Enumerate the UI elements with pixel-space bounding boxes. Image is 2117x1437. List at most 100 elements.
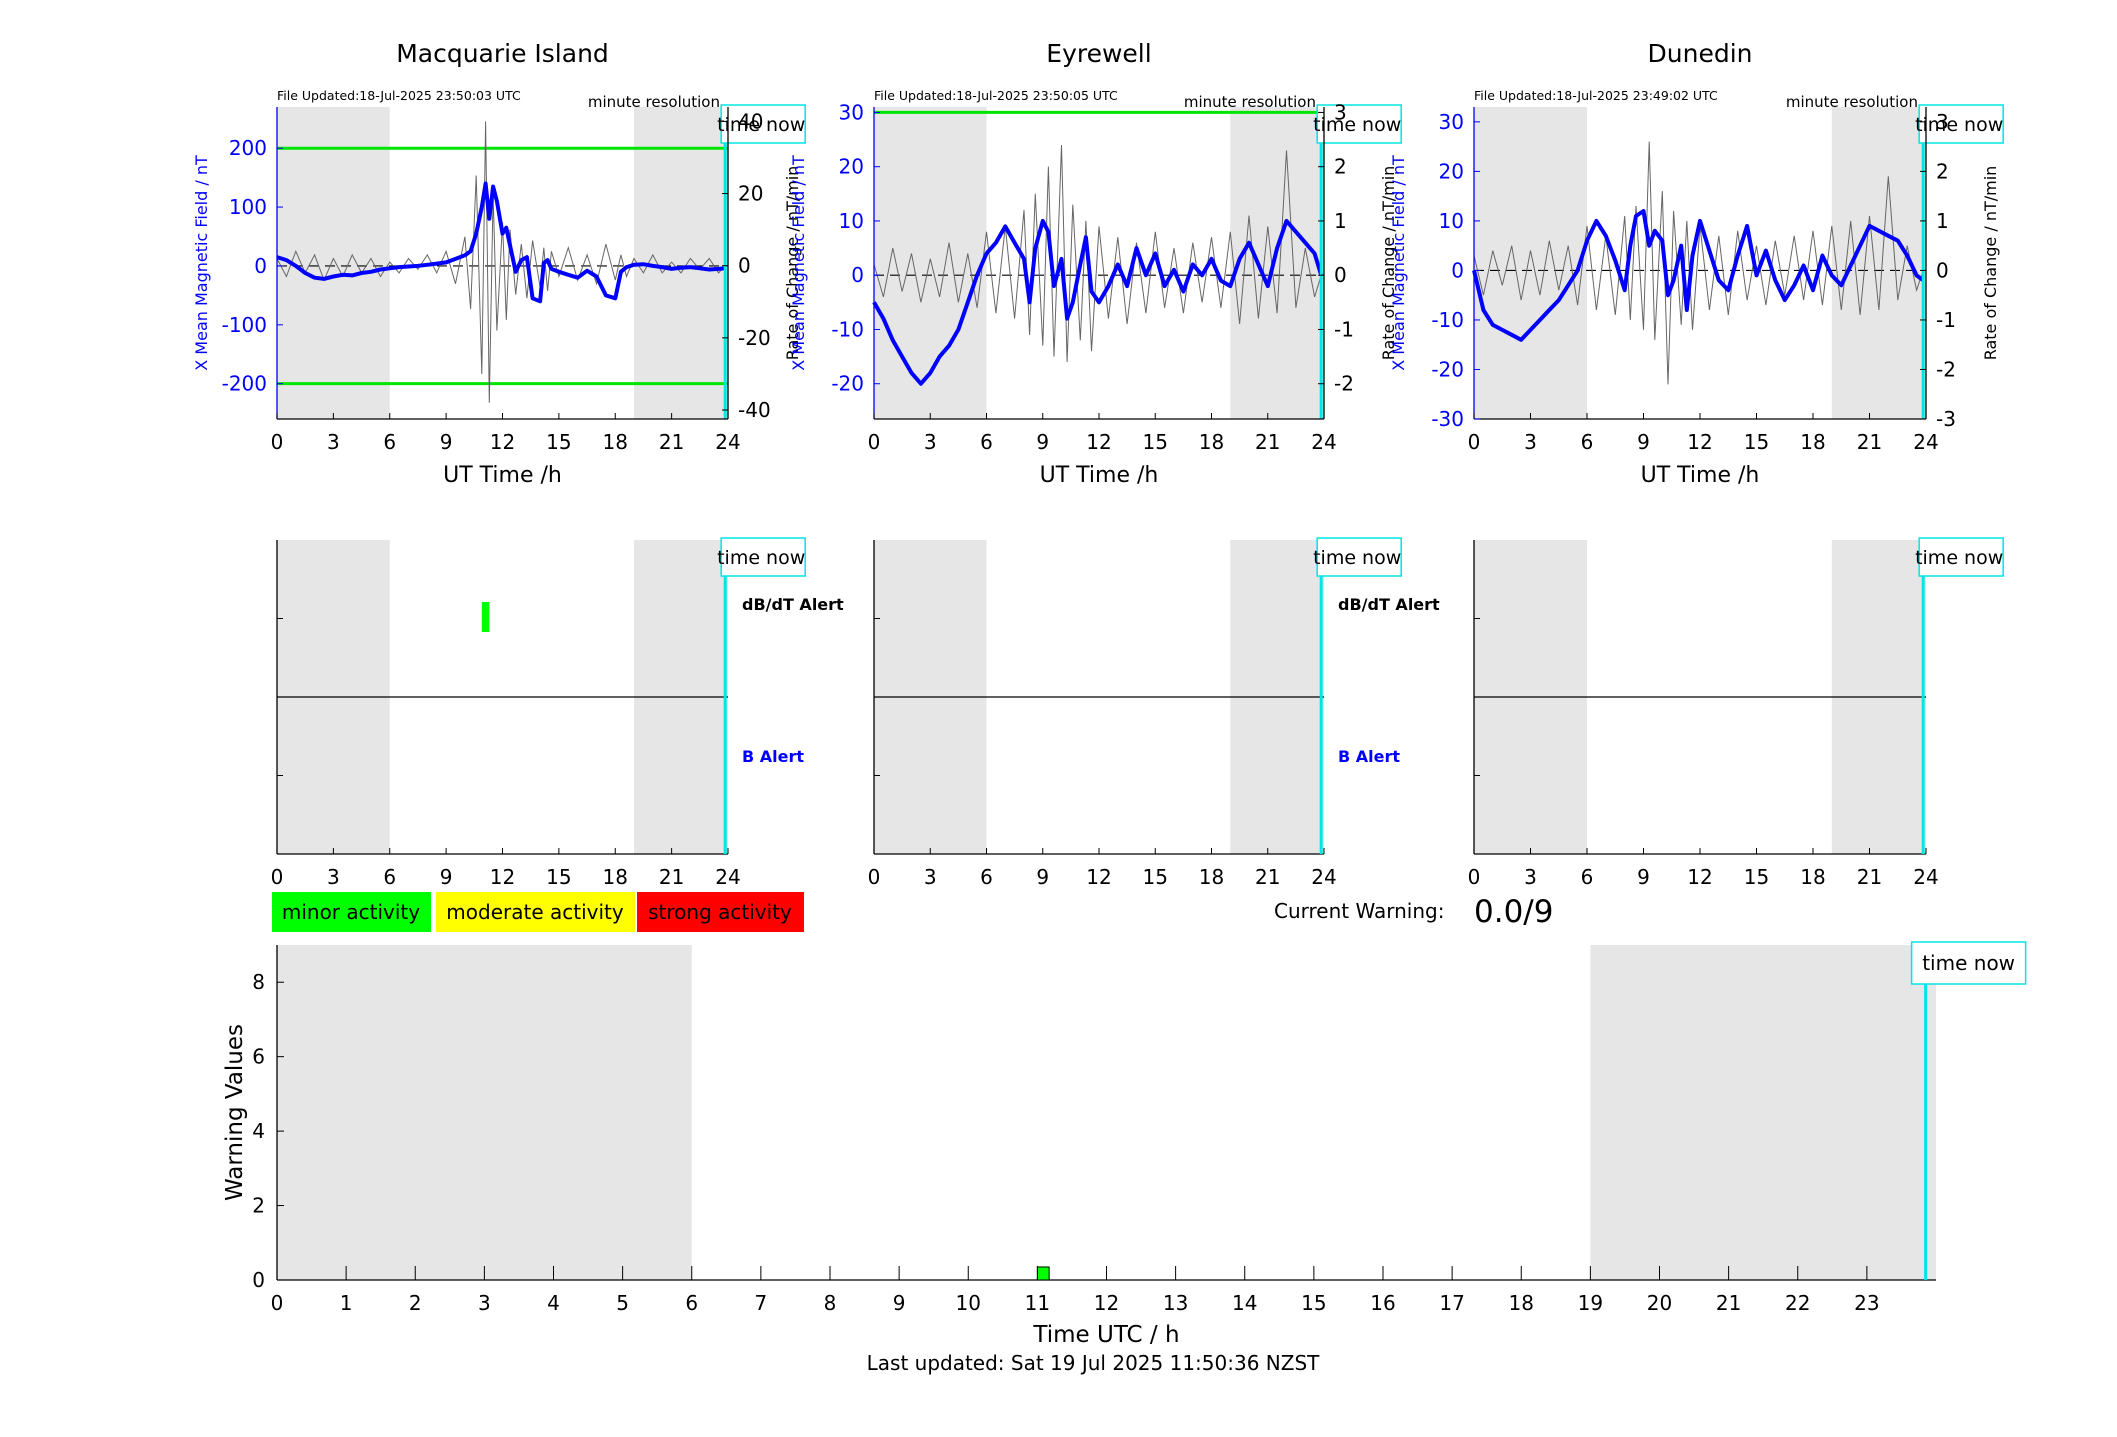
legend-strong-label: strong activity xyxy=(648,900,792,924)
x-tick-label: 0 xyxy=(868,430,881,454)
time-now-box xyxy=(1910,941,2027,985)
y-axis-title-right: Rate of Change / nT/min xyxy=(783,166,802,361)
x-tick-label: 21 xyxy=(1716,1291,1741,1315)
time-now-box xyxy=(1316,104,1402,144)
x-tick-label: 17 xyxy=(1439,1291,1464,1315)
x-tick-label: 0 xyxy=(271,865,284,889)
station-panel-2: Dunedin File Updated:18-Jul-2025 23:49:02… xyxy=(1389,39,2004,488)
y-axis-title-left: X Mean Magnetic Field / nT xyxy=(192,155,211,371)
x-tick-label: 4 xyxy=(547,1291,560,1315)
mean-field-line xyxy=(1472,209,1925,342)
file-updated-label: File Updated:18-Jul-2025 23:50:03 UTC xyxy=(277,88,521,103)
y-tick-label: 2 xyxy=(252,1194,265,1218)
x-tick-label: 13 xyxy=(1163,1291,1188,1315)
x-tick-label: 21 xyxy=(1857,430,1882,454)
y-tick-label-right: -20 xyxy=(738,326,771,350)
alert-panel-2: time now 0 3 6 9 12 15 18 21 24 xyxy=(1468,537,2004,889)
station-title: Macquarie Island xyxy=(396,39,609,68)
x-tick-label: 15 xyxy=(1744,430,1769,454)
y-tick-label-left: 100 xyxy=(229,195,267,219)
legend-minor-label: minor activity xyxy=(282,900,420,924)
x-tick-label: 9 xyxy=(1637,430,1650,454)
x-tick-label: 6 xyxy=(1581,430,1594,454)
y-tick-label-left: 20 xyxy=(839,155,864,179)
y-tick-label-right: -2 xyxy=(1334,372,1354,396)
b-alert-label: B Alert xyxy=(742,747,804,766)
time-now-label: time now xyxy=(1313,114,1401,136)
x-tick-label: 18 xyxy=(1199,865,1224,889)
station-panel-0: Macquarie Island File Updated:18-Jul-2025… xyxy=(192,39,806,488)
x-tick-label: 8 xyxy=(824,1291,837,1315)
night-shading xyxy=(1590,945,1936,1280)
x-tick-label: 6 xyxy=(383,865,396,889)
x-tick-label: 21 xyxy=(1255,430,1280,454)
x-tick-label: 18 xyxy=(603,430,628,454)
time-now-box xyxy=(1316,537,1402,577)
y-axis-title: Warning Values xyxy=(222,1024,248,1201)
alert-panel-1: time now dB/dT Alert B Alert 0 3 6 9 12 15 18 21 24 xyxy=(868,537,1440,889)
x-tick-label: 0 xyxy=(271,430,284,454)
station-title: Dunedin xyxy=(1648,39,1753,68)
last-updated-label: Last updated: Sat 19 Jul 2025 11:50:36 N… xyxy=(867,1351,1321,1375)
x-tick-label: 20 xyxy=(1647,1291,1672,1315)
x-tick-label: 12 xyxy=(1687,430,1712,454)
y-axis-title-left: X Mean Magnetic Field / nT xyxy=(1389,155,1408,371)
x-tick-label: 7 xyxy=(755,1291,768,1315)
time-now-box xyxy=(1918,537,2004,577)
x-tick-label: 24 xyxy=(715,430,740,454)
y-tick-label-left: 10 xyxy=(1439,209,1464,233)
y-tick-label: 8 xyxy=(252,970,265,994)
x-tick-label: 18 xyxy=(1199,430,1224,454)
legend-moderate-label: moderate activity xyxy=(446,900,624,924)
x-tick-label: 5 xyxy=(616,1291,629,1315)
x-tick-label: 6 xyxy=(1581,865,1594,889)
x-tick-label: 9 xyxy=(1637,865,1650,889)
y-tick-label-right: 0 xyxy=(1334,263,1347,287)
x-tick-label: 21 xyxy=(659,865,684,889)
x-tick-label: 18 xyxy=(603,865,628,889)
x-tick-label: 9 xyxy=(1036,430,1049,454)
x-tick-label: 15 xyxy=(546,430,571,454)
legend-minor-swatch xyxy=(272,892,431,932)
x-tick-label: 15 xyxy=(546,865,571,889)
x-tick-label: 0 xyxy=(1468,430,1481,454)
x-tick-label: 6 xyxy=(685,1291,698,1315)
time-now-box xyxy=(1918,104,2004,144)
y-axis-title-left: X Mean Magnetic Field / nT xyxy=(789,155,808,371)
x-tick-label: 10 xyxy=(956,1291,981,1315)
x-tick-label: 0 xyxy=(868,865,881,889)
x-tick-label: 6 xyxy=(980,865,993,889)
x-tick-label: 14 xyxy=(1232,1291,1257,1315)
x-tick-label: 22 xyxy=(1785,1291,1810,1315)
x-tick-label: 6 xyxy=(383,430,396,454)
current-warning-value: 0.0/9 xyxy=(1474,894,1553,930)
night-shading xyxy=(277,945,692,1280)
dbdt-alert-label: dB/dT Alert xyxy=(742,595,844,614)
x-tick-label: 3 xyxy=(478,1291,491,1315)
x-tick-label: 11 xyxy=(1025,1291,1050,1315)
x-tick-label: 6 xyxy=(980,430,993,454)
x-tick-label: 3 xyxy=(924,865,937,889)
y-tick-label-right: -2 xyxy=(1936,357,1956,381)
y-tick-label: 4 xyxy=(252,1119,265,1143)
y-tick-label-left: -30 xyxy=(1431,407,1464,431)
alert-panel-0: time now dB/dT Alert B Alert 0 3 6 9 12 15 18 21 24 xyxy=(271,537,844,889)
x-tick-label: 24 xyxy=(1913,865,1938,889)
x-tick-label: 0 xyxy=(271,1291,284,1315)
y-tick-label-right: -1 xyxy=(1936,308,1956,332)
y-tick-label-right: -40 xyxy=(738,398,771,422)
x-tick-label: 9 xyxy=(440,865,453,889)
x-tick-label: 24 xyxy=(1311,430,1336,454)
station-title: Eyrewell xyxy=(1046,39,1151,68)
x-tick-label: 18 xyxy=(1800,430,1825,454)
x-tick-label: 15 xyxy=(1301,1291,1326,1315)
y-tick-label-right: -3 xyxy=(1936,407,1956,431)
y-tick-label-left: 0 xyxy=(1451,258,1464,282)
x-tick-label: 9 xyxy=(1036,865,1049,889)
x-tick-label: 15 xyxy=(1744,865,1769,889)
y-tick-label-right: 3 xyxy=(1334,100,1347,124)
time-now-box xyxy=(720,104,806,144)
y-tick-label-left: -10 xyxy=(831,317,864,341)
dbdt-alert-label: dB/dT Alert xyxy=(1338,595,1440,614)
